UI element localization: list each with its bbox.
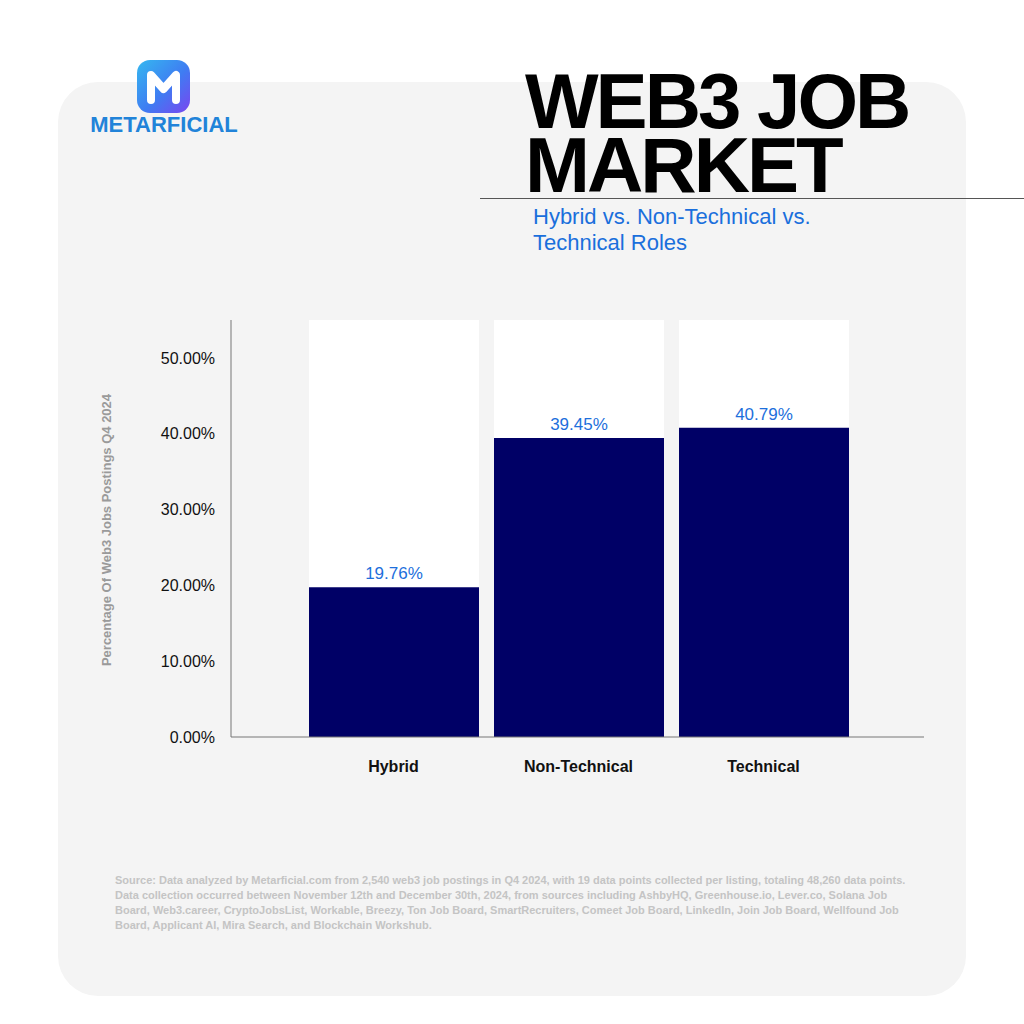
svg-text:Non-Technical: Non-Technical — [524, 758, 633, 775]
svg-text:Technical: Technical — [727, 758, 800, 775]
svg-text:40.79%: 40.79% — [735, 405, 793, 424]
svg-text:20.00%: 20.00% — [161, 577, 215, 594]
html-text:METARFICIAL: METARFICIAL — [90, 112, 238, 137]
svg-text:Hybrid: Hybrid — [368, 758, 419, 775]
html-text:WEB3 JOB MARKET: WEB3 JOB MARKET — [525, 57, 909, 209]
html-text:Percentage Of Web3 Jobs Postin: Percentage Of Web3 Jobs Postings Q4 2024 — [99, 393, 114, 667]
html-text:Source: Data analyzed by Metar: Source: Data analyzed by Metarficial.com… — [115, 874, 906, 931]
svg-text:50.00%: 50.00% — [161, 350, 215, 367]
html-text:Hybrid vs. Non-Technical vs. T: Hybrid vs. Non-Technical vs. Technical R… — [533, 204, 811, 255]
svg-text:40.00%: 40.00% — [161, 425, 215, 442]
svg-text:0.00%: 0.00% — [170, 729, 215, 746]
svg-text:19.76%: 19.76% — [365, 564, 423, 583]
svg-text:10.00%: 10.00% — [161, 653, 215, 670]
svg-text:39.45%: 39.45% — [550, 415, 608, 434]
svg-text:30.00%: 30.00% — [161, 501, 215, 518]
